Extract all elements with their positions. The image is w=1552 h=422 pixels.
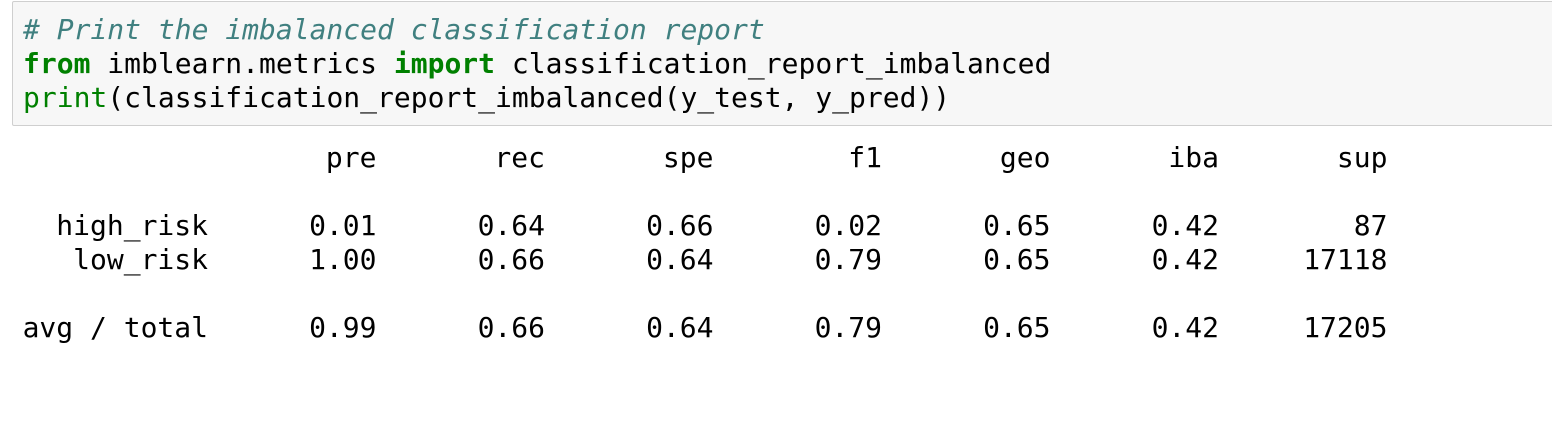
value-geo: 0.65: [983, 243, 1051, 276]
builtin-print: print: [23, 81, 108, 114]
value-pre: 0.01: [309, 209, 377, 242]
report-row: low_risk 1.00 0.66 0.64 0.79 0.65 0.42 1…: [22, 243, 1388, 277]
value-rec: 0.64: [477, 209, 545, 242]
header-label-empty: [22, 141, 208, 175]
code-line-comment: # Print the imbalanced classification re…: [23, 13, 1051, 47]
total-iba: 0.42: [1151, 311, 1219, 344]
report-row: high_risk 0.01 0.64 0.66 0.02 0.65 0.42 …: [22, 209, 1388, 243]
header-geo: geo: [999, 141, 1051, 174]
print-arguments: (classification_report_imbalanced(y_test…: [107, 81, 951, 114]
total-rec: 0.66: [477, 311, 545, 344]
header-pre: pre: [325, 141, 377, 174]
header-iba: iba: [1168, 141, 1219, 174]
total-geo: 0.65: [983, 311, 1051, 344]
code-input-cell[interactable]: # Print the imbalanced classification re…: [12, 1, 1552, 126]
report-total-row: avg / total 0.99 0.66 0.64 0.79 0.65 0.4…: [22, 311, 1388, 345]
value-sup: 17118: [1303, 243, 1388, 276]
total-pre: 0.99: [309, 311, 377, 344]
blank-line: [22, 277, 1388, 311]
header-f1: f1: [848, 141, 882, 174]
value-spe: 0.64: [646, 243, 714, 276]
header-rec: rec: [494, 141, 545, 174]
report-header-row: pre rec spe f1 geo iba sup: [22, 141, 1388, 175]
cell-output: pre rec spe f1 geo iba sup high_risk 0.0…: [22, 141, 1388, 345]
value-spe: 0.66: [646, 209, 714, 242]
value-iba: 0.42: [1151, 243, 1219, 276]
row-label: low_risk: [73, 243, 208, 276]
code-line-print: print(classification_report_imbalanced(y…: [23, 81, 1051, 115]
row-label: high_risk: [56, 209, 208, 242]
value-f1: 0.02: [814, 209, 882, 242]
module-name: imblearn.metrics: [90, 47, 394, 80]
keyword-import: import: [393, 47, 496, 80]
total-f1: 0.79: [814, 311, 882, 344]
value-iba: 0.42: [1151, 209, 1219, 242]
imported-name: classification_report_imbalanced: [495, 47, 1052, 80]
code-editor[interactable]: # Print the imbalanced classification re…: [23, 13, 1051, 115]
value-sup: 87: [1353, 209, 1388, 242]
code-comment: # Print the imbalanced classification re…: [23, 13, 765, 46]
header-spe: spe: [662, 141, 714, 174]
blank-line: [22, 175, 1388, 209]
value-pre: 1.00: [309, 243, 377, 276]
code-line-import: from imblearn.metrics import classificat…: [23, 47, 1051, 81]
value-rec: 0.66: [477, 243, 545, 276]
value-geo: 0.65: [983, 209, 1051, 242]
total-label: avg / total: [22, 311, 208, 344]
header-sup: sup: [1336, 141, 1388, 174]
keyword-from: from: [23, 47, 91, 80]
total-spe: 0.64: [646, 311, 714, 344]
total-sup: 17205: [1303, 311, 1388, 344]
value-f1: 0.79: [814, 243, 882, 276]
